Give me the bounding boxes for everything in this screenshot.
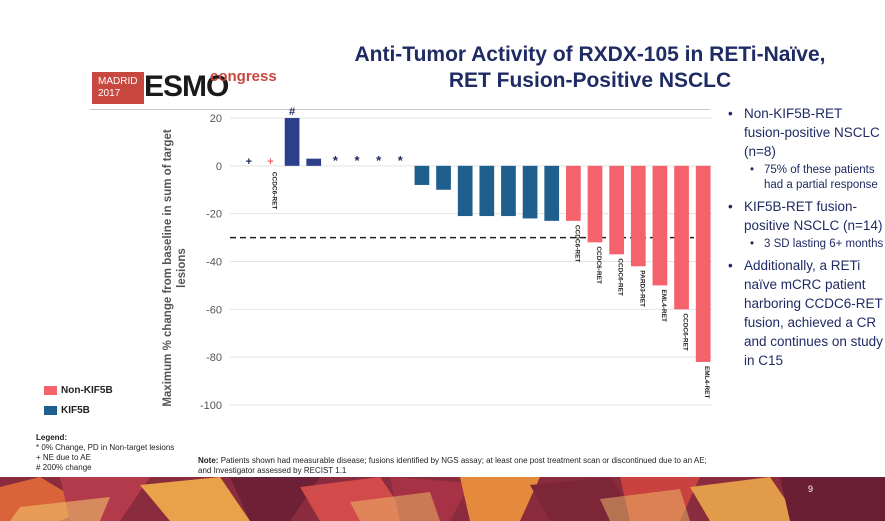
notes-heading: Legend: — [36, 433, 68, 442]
bar — [284, 118, 300, 166]
bar — [501, 165, 516, 217]
legend-item-kif5b: KIF5B — [44, 400, 113, 420]
legend-label: KIF5B — [61, 404, 90, 416]
notes-line: # 200% change — [36, 463, 92, 472]
bar — [306, 158, 322, 166]
summary-bullets: Non-KIF5B-RET fusion-positive NSCLC (n=8… — [726, 104, 885, 372]
title-line-1: Anti-Tumor Activity of RXDX-105 in RETi-… — [354, 43, 826, 66]
notes-line: + NE due to AE — [36, 453, 91, 462]
notes-line: * 0% Change, PD in Non-target lesions — [36, 443, 175, 452]
y-tick-label: -60 — [206, 304, 222, 316]
bar — [695, 165, 711, 362]
footnote-text: Patients shown had measurable disease; f… — [198, 456, 707, 475]
bar — [652, 165, 668, 286]
footnote-label: Note: — [198, 456, 219, 465]
legend-swatch — [44, 385, 57, 395]
bar — [479, 165, 495, 217]
y-tick-label: -80 — [206, 352, 222, 364]
bar-marker: # — [289, 106, 295, 118]
bar — [544, 165, 560, 221]
bar — [414, 165, 430, 185]
bar-marker: * — [354, 153, 360, 168]
bar-label: CCDC6-RET — [270, 172, 277, 210]
esmo-logo: MADRID 2017 ESMO congress — [92, 68, 282, 108]
legend-item-non-kif5b: Non-KIF5B — [44, 380, 113, 400]
logo-city: MADRID — [98, 76, 138, 87]
bar-label: CCDC6-RET — [617, 258, 624, 296]
page-number: 9 — [808, 484, 814, 494]
bullet-item: Additionally, a RETi naïve mCRC patient … — [726, 256, 885, 370]
bar — [522, 165, 538, 219]
bar-marker: * — [398, 153, 404, 168]
bar-marker: * — [333, 153, 339, 168]
decorative-banner — [0, 477, 885, 521]
bar-label: PARD3-RET — [638, 270, 645, 307]
bar-marker: * — [376, 153, 382, 168]
sub-bullet-item: 3 SD lasting 6+ months — [726, 237, 885, 252]
chart-legend: Non-KIF5B KIF5B — [44, 380, 113, 420]
bar-label: CCDC6-RET — [573, 225, 580, 263]
bar — [457, 165, 473, 217]
bar — [436, 165, 451, 190]
logo-city-block: MADRID 2017 — [92, 72, 144, 104]
bar-label: EML4-RET — [660, 289, 667, 322]
legend-swatch — [44, 405, 57, 415]
sub-bullet-item: 75% of these patients had a partial resp… — [726, 163, 885, 193]
y-tick-label: 20 — [210, 113, 222, 125]
legend-label: Non-KIF5B — [61, 384, 113, 396]
bar-label: CCDC6-RET — [595, 246, 602, 284]
bar — [566, 165, 581, 221]
header-divider — [90, 109, 710, 110]
bar — [630, 165, 646, 267]
bar-label: EML4-RET — [703, 366, 710, 399]
title-line-2: RET Fusion-Positive NSCLC — [448, 69, 732, 92]
slide-title: Anti-Tumor Activity of RXDX-105 in RETi-… — [300, 42, 880, 94]
y-tick-label: -20 — [206, 209, 222, 221]
logo-year: 2017 — [98, 88, 121, 99]
footnote: Note: Patients shown had measurable dise… — [198, 456, 718, 476]
bar — [587, 165, 603, 243]
bar-marker: + — [246, 156, 252, 168]
bar — [609, 165, 624, 255]
marker-legend-notes: Legend: * 0% Change, PD in Non-target le… — [36, 433, 174, 473]
logo-suffix: congress — [210, 68, 277, 85]
bar — [674, 165, 689, 310]
y-tick-label: -40 — [206, 257, 222, 269]
bullet-item: Non-KIF5B-RET fusion-positive NSCLC (n=8… — [726, 104, 885, 161]
logo-brand: ESMO — [144, 70, 229, 103]
bar-marker: + — [267, 156, 273, 168]
bar-label: CCDC6-RET — [682, 313, 689, 351]
y-tick-label: -100 — [200, 400, 222, 412]
y-tick-label: 0 — [216, 161, 222, 173]
bullet-item: KIF5B-RET fusion-positive NSCLC (n=14) — [726, 197, 885, 235]
